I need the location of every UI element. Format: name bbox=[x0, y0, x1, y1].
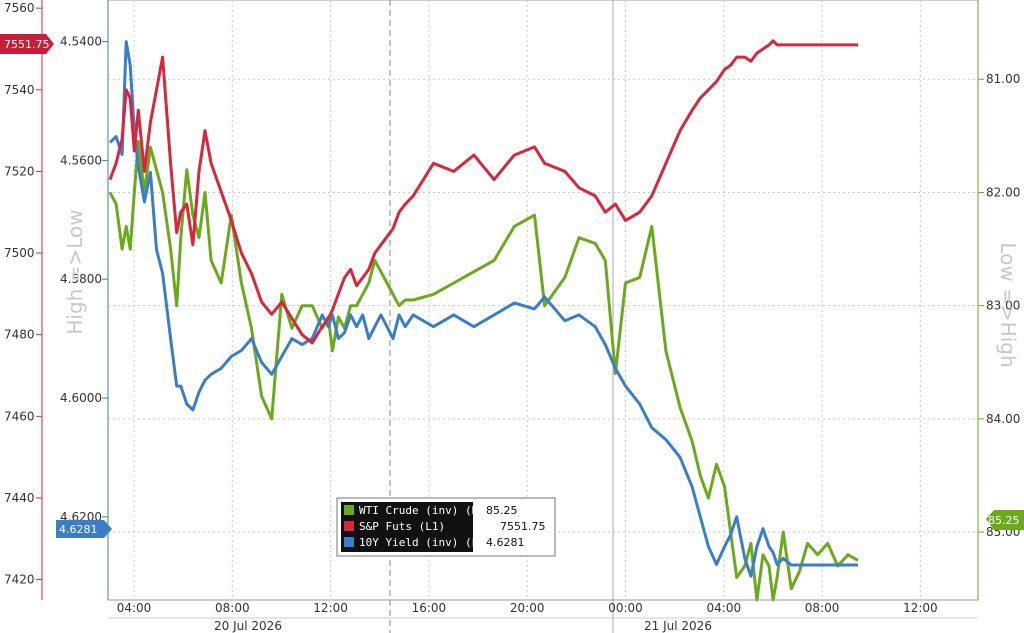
legend-label-10y: 10Y Yield (inv) (L2) bbox=[359, 536, 491, 549]
legend-label-sp: S&P Futs (L1) bbox=[359, 520, 445, 533]
legend: WTI Crude (inv) (R1) 85.25 S&P Futs (L1)… bbox=[336, 497, 556, 557]
l2-tick-label: 4.5800 bbox=[60, 272, 102, 286]
grid-lines bbox=[108, 0, 978, 633]
legend-value-wti: 85.25 bbox=[486, 504, 518, 517]
tag-wti-crude: 85.25 bbox=[986, 510, 1024, 530]
tag-wti-value: 85.25 bbox=[988, 514, 1020, 527]
series-line-2 bbox=[108, 40, 858, 578]
l1-tick-label: 7420 bbox=[4, 573, 35, 587]
x-tick-labels: 04:00 08:00 12:00 16:00 20:00 00:00 04:00 08:00… bbox=[117, 601, 938, 615]
r1-tick-label: 83.00 bbox=[986, 299, 1020, 313]
l1-tick-label: 7520 bbox=[4, 164, 35, 178]
l1-tick-label: 7460 bbox=[4, 409, 35, 423]
left-axis-title: High =>Low bbox=[63, 209, 87, 334]
series-line-0 bbox=[108, 140, 859, 602]
x-tick-label: 12:00 bbox=[903, 601, 938, 615]
tag-sp-value: 7551.75 bbox=[4, 38, 50, 51]
tag-sp-futs: 7551.75 bbox=[0, 34, 54, 54]
legend-swatch-wti bbox=[344, 505, 354, 515]
legend-swatch-10y bbox=[344, 537, 354, 547]
legend-swatch-sp bbox=[344, 521, 354, 531]
x-tick-label: 04:00 bbox=[117, 601, 152, 615]
r1-tick-label: 84.00 bbox=[986, 412, 1020, 426]
l2-tick-label: 4.5400 bbox=[60, 35, 102, 49]
legend-value-sp: 7551.75 bbox=[500, 520, 546, 533]
r1-tick-label: 81.00 bbox=[986, 72, 1020, 86]
l2-tick-label: 4.5600 bbox=[60, 153, 102, 167]
series-line-1 bbox=[108, 39, 858, 345]
x-tick-label: 08:00 bbox=[215, 601, 250, 615]
legend-value-10y: 4.6281 bbox=[486, 536, 525, 549]
l1-tick-label: 7440 bbox=[4, 491, 35, 505]
l1-tick-label: 7560 bbox=[4, 1, 35, 15]
date-label-2: 21 Jul 2026 bbox=[644, 619, 712, 633]
l1-tick-labels: 7560 7540 7520 7500 7480 7460 7440 7420 bbox=[4, 1, 42, 587]
l1-tick-label: 7500 bbox=[4, 246, 35, 260]
x-tick-label: 00:00 bbox=[608, 601, 643, 615]
series-layer bbox=[108, 39, 859, 602]
x-axis: 04:00 08:00 12:00 16:00 20:00 00:00 04:00 08:00… bbox=[108, 599, 978, 633]
tag-10y-yield: 4.6281 bbox=[56, 520, 112, 538]
x-tick-label: 04:00 bbox=[707, 601, 742, 615]
x-tick-label: 12:00 bbox=[313, 601, 348, 615]
tag-10y-value: 4.6281 bbox=[59, 523, 98, 536]
x-tick-label: 16:00 bbox=[412, 601, 447, 615]
right-axis-title: Low =>High bbox=[996, 242, 1020, 367]
legend-label-wti: WTI Crude (inv) (R1) bbox=[359, 504, 491, 517]
left-axis-l1: 7560 7540 7520 7500 7480 7460 7440 7420 bbox=[4, 0, 43, 600]
l1-tick-label: 7480 bbox=[4, 328, 35, 342]
date-label-1: 20 Jul 2026 bbox=[214, 619, 282, 633]
l2-tick-label: 4.6000 bbox=[60, 391, 102, 405]
r1-tick-label: 82.00 bbox=[986, 185, 1020, 199]
x-tick-label: 08:00 bbox=[805, 601, 840, 615]
x-tick-label: 20:00 bbox=[510, 601, 545, 615]
l1-tick-label: 7540 bbox=[4, 83, 35, 97]
